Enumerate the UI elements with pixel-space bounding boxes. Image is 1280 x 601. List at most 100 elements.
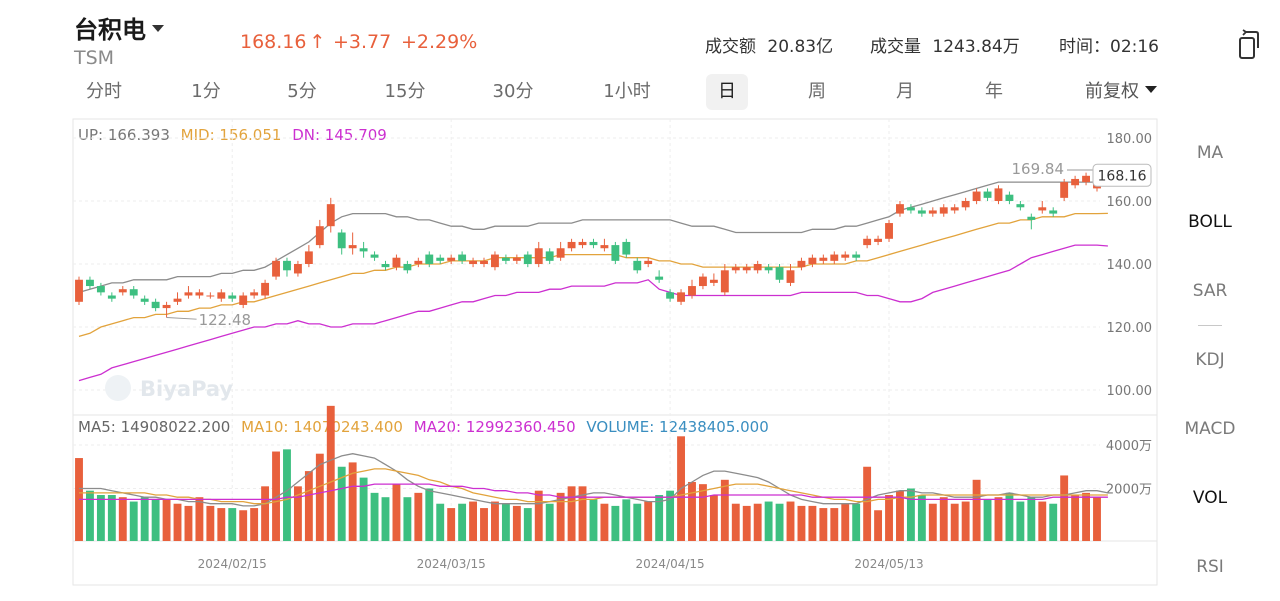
volume-bar (994, 497, 1003, 541)
tab-1hour[interactable]: 1小时 (603, 81, 651, 102)
candle-body (272, 260, 280, 277)
candle-body (403, 264, 412, 271)
tab-year[interactable]: 年 (985, 81, 1003, 102)
boll-mid-line (78, 212, 1108, 338)
volume-bar (808, 505, 817, 541)
candle-body (239, 295, 248, 305)
candle-body (983, 191, 992, 198)
indicator-sar[interactable]: SAR (1192, 281, 1228, 301)
candle-body (501, 257, 510, 261)
indicator-ma[interactable]: MA (1196, 143, 1224, 163)
volume-bar (753, 503, 762, 541)
candle-body (261, 282, 270, 296)
candle-body (86, 279, 94, 287)
date-tick-label: 2024/05/13 (854, 557, 923, 571)
tab-week[interactable]: 周 (808, 81, 826, 102)
tab-1min[interactable]: 1分 (191, 81, 221, 102)
volume-bar (874, 510, 883, 541)
candle-body (107, 295, 116, 299)
indicator-kdj[interactable]: KDJ (1195, 350, 1225, 370)
volume-bar (742, 505, 751, 541)
indicator-boll[interactable]: BOLL (1188, 212, 1232, 232)
candle-body (852, 254, 861, 258)
candle-body (972, 191, 981, 201)
low-annotation: 122.48 (199, 311, 252, 329)
indicator-rsi[interactable]: RSI (1196, 557, 1224, 577)
volume-bar (239, 510, 248, 541)
volume-ma10-line (79, 468, 1108, 505)
tab-month[interactable]: 月 (896, 81, 914, 102)
candle-body (162, 304, 171, 309)
candle-body (491, 254, 499, 268)
price-change-percent: +2.29% (401, 31, 478, 53)
tab-adjust-selector[interactable]: 前复权 (1080, 74, 1162, 110)
candle-body (293, 264, 302, 274)
candle-body (1049, 210, 1058, 214)
candle-body (677, 292, 685, 302)
volume-bar (885, 495, 893, 541)
candle-body (250, 292, 259, 296)
volume-bar (961, 501, 970, 541)
candle-body (1005, 194, 1014, 201)
last-price: 168.16 ↑ (240, 31, 325, 53)
last-price-label: 168.16 (1098, 168, 1147, 184)
indicator-vol[interactable]: VOL (1192, 488, 1228, 508)
volume-bar (819, 508, 828, 541)
candle-body (578, 241, 587, 246)
volume-tick-label: 2000万 (1106, 483, 1152, 498)
volume-bar (1082, 492, 1090, 541)
rotate-screen-icon[interactable] (1234, 28, 1264, 60)
volume-bar (863, 466, 872, 541)
biyapay-logo-icon (105, 375, 131, 401)
candle-body (939, 207, 948, 214)
candle-body (512, 257, 521, 261)
tab-intraday[interactable]: 分时 (86, 81, 122, 102)
candle-body (961, 201, 970, 208)
vol-ma5-label: MA5: 14908022.200 (78, 418, 231, 436)
volume-bar (414, 492, 423, 541)
stock-name: 台积电 (74, 16, 146, 44)
volume-label: 成交量 (870, 37, 921, 57)
turnover-stat: 成交额 20.83亿 (705, 32, 833, 57)
stock-name-selector[interactable]: 台积电 (74, 10, 164, 45)
candle-body (633, 260, 642, 271)
tab-day[interactable]: 日 (706, 74, 748, 110)
indicator-macd[interactable]: MACD (1184, 419, 1236, 439)
volume-bar (250, 508, 259, 541)
candle-body (523, 254, 532, 264)
candle-body (567, 241, 576, 249)
volume-bar (939, 497, 948, 541)
volume-value: 1243.84万 (932, 37, 1020, 57)
volume-bar (118, 497, 127, 541)
candle-body (644, 260, 653, 264)
candle-body (906, 207, 915, 211)
volume-bar (151, 499, 160, 541)
tab-30min[interactable]: 30分 (492, 81, 534, 102)
candle-body (436, 257, 445, 261)
vol-ma10-label: MA10: 14070243.400 (241, 418, 403, 436)
watermark-text: BiyaPay (140, 377, 233, 401)
tab-15min[interactable]: 15分 (384, 81, 426, 102)
candle-body (896, 204, 904, 214)
price-tick-label: 160.00 (1107, 195, 1153, 210)
candle-body (709, 279, 718, 283)
volume-bar (611, 505, 620, 541)
candle-body (480, 260, 488, 264)
candle-body (447, 257, 456, 261)
volume-bar (764, 501, 773, 541)
candle-body (808, 257, 817, 264)
vol-ma20-label: MA20: 12992360.450 (413, 418, 576, 436)
arrow-up-icon: ↑ (309, 31, 326, 53)
tab-5min[interactable]: 5分 (287, 81, 317, 102)
date-tick-label: 2024/04/15 (636, 557, 705, 571)
volume-bar (928, 503, 937, 541)
volume-bar (906, 488, 915, 541)
candle-body (688, 286, 696, 296)
low-marker-line (166, 317, 197, 320)
stock-ticker: TSM (74, 47, 115, 69)
price-tick-label: 180.00 (1107, 132, 1153, 147)
volume-bar (1049, 503, 1058, 541)
boll-upper-label: UP: 166.393 (78, 126, 170, 144)
volume-bar (666, 490, 675, 541)
